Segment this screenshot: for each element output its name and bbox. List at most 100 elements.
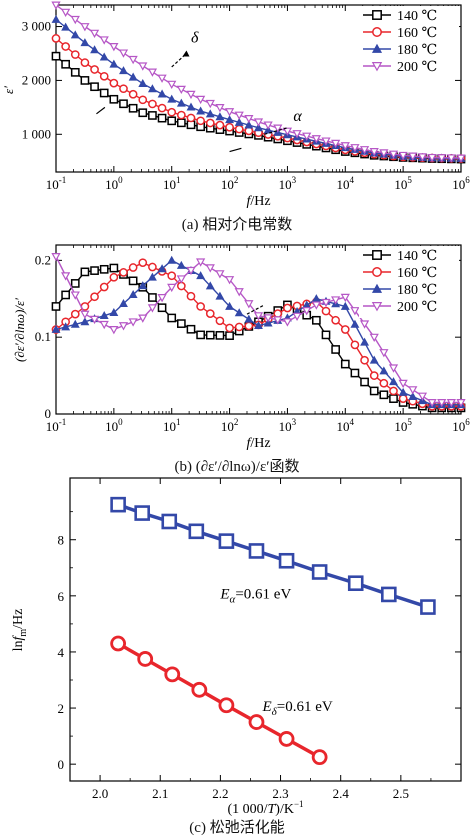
x-tick-base: 10: [279, 419, 292, 434]
curve-marker: [360, 355, 369, 365]
curve-marker: [350, 144, 360, 153]
data-point: [456, 398, 466, 408]
data-point: [398, 151, 408, 161]
x-tick-exp: 0: [118, 175, 123, 185]
data-point: [138, 95, 148, 105]
curve-marker: [61, 22, 71, 31]
data-point: [369, 371, 379, 380]
y-axis-label-unit: /Hz: [11, 609, 26, 629]
curve-marker: [70, 291, 80, 300]
legend-marker: [372, 27, 382, 37]
x-tick-base: 10: [46, 177, 59, 192]
data-point: [51, 302, 61, 311]
data-point: [109, 307, 119, 316]
curve-marker: [321, 137, 331, 146]
data-point: [109, 326, 119, 335]
annotation-e-delta-sub: δ: [272, 706, 278, 718]
data-point: [196, 116, 205, 126]
curve-marker: [234, 308, 244, 317]
x-tick-label: 100: [105, 175, 123, 192]
curve-marker: [90, 266, 99, 275]
curve-marker: [437, 154, 447, 163]
curve-marker: [157, 103, 167, 113]
data-point: [80, 310, 90, 319]
curve-marker: [89, 29, 100, 39]
annotation-e-alpha-sub: α: [230, 594, 236, 606]
x-tick-exp: 2: [234, 417, 239, 427]
x-tick-base: 10: [452, 177, 465, 192]
curve-marker: [263, 125, 273, 134]
x-tick-base: 10: [221, 419, 234, 434]
curve-marker: [61, 272, 71, 281]
data-point: [340, 301, 350, 310]
curve-marker: [215, 270, 225, 279]
legend-label: 140 ℃: [397, 9, 437, 24]
curve-marker: [302, 132, 312, 141]
data-point: [369, 333, 379, 343]
data-point: [253, 312, 264, 321]
curve-marker: [99, 320, 109, 330]
data-point: [167, 313, 177, 323]
x-tick-exp: 6: [465, 175, 470, 185]
x-tick-label: 106: [452, 175, 470, 192]
curve-marker: [205, 99, 215, 109]
y-tick-label: 1 000: [22, 126, 51, 141]
curve-marker: [350, 307, 360, 316]
y-tick-label: 0.2: [35, 252, 51, 267]
curve-marker: [186, 291, 196, 301]
curve-marker: [331, 315, 340, 325]
x-tick-base: 10: [452, 419, 465, 434]
curve-marker: [379, 378, 389, 388]
curve-marker: [331, 296, 341, 305]
data-point: [225, 115, 235, 124]
curve-marker: [70, 30, 80, 39]
curve-marker: [263, 121, 273, 130]
data-point: [253, 118, 264, 127]
curve-marker: [389, 377, 398, 386]
curve-marker: [148, 99, 157, 109]
x-axis-label-b: )/K: [275, 802, 294, 817]
curve-marker: [292, 312, 302, 322]
data-point: [340, 293, 350, 303]
x-axis-label-exp: −1: [294, 799, 304, 809]
caption-b: (b) (∂ε′/∂lnω)/ε′函数: [174, 459, 300, 475]
curve-marker: [321, 306, 331, 316]
curve-marker: [263, 314, 273, 323]
curve-marker: [128, 72, 138, 81]
x-axis-label-var: f: [246, 194, 252, 209]
data-point: [427, 153, 437, 163]
curve-marker: [128, 290, 138, 299]
x-axis-label: f/Hz: [246, 194, 270, 209]
data-point: [248, 543, 265, 559]
curve-marker: [61, 8, 71, 18]
x-tick-exp: 3: [292, 175, 297, 185]
curve-marker: [70, 279, 80, 288]
x-axis-label-unit: /Hz: [250, 194, 270, 209]
data-point: [167, 283, 177, 293]
curve-marker: [215, 120, 225, 130]
data-point: [456, 154, 466, 163]
data-point: [51, 14, 61, 23]
data-point: [196, 330, 205, 340]
curve-marker: [119, 299, 128, 308]
data-point: [109, 94, 119, 104]
curve-marker: [128, 276, 138, 286]
data-point: [278, 731, 295, 747]
curve-marker: [417, 153, 428, 162]
x-tick-exp: 1: [176, 417, 181, 427]
data-point: [110, 496, 126, 513]
curve-marker: [350, 319, 360, 328]
y-tick-label: 3 000: [22, 19, 51, 34]
data-point: [137, 651, 154, 667]
data-point: [282, 318, 293, 327]
data-point: [51, 34, 61, 43]
curve-marker: [118, 49, 129, 58]
curve-marker: [119, 84, 128, 94]
data-point: [51, 253, 61, 262]
data-point: [282, 127, 293, 136]
curve-marker: [186, 90, 196, 100]
curve-marker: [119, 99, 128, 109]
curve-marker: [157, 303, 167, 313]
curve-marker: [350, 340, 360, 350]
x-tick-exp: 5: [407, 417, 412, 427]
